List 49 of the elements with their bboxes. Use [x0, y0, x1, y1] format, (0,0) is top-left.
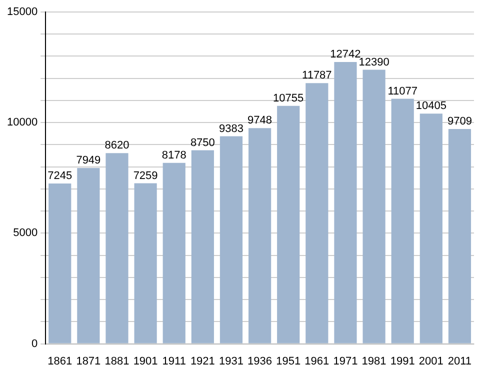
bar	[248, 128, 272, 344]
y-tick-label: 10000	[6, 116, 38, 129]
x-tick-label: 1961	[304, 355, 330, 368]
data-label: 11787	[302, 70, 332, 82]
bar	[191, 150, 214, 344]
x-tick-label: 1951	[276, 355, 301, 368]
y-tick-label: 5000	[13, 227, 38, 240]
x-tick-label: 1931	[218, 355, 244, 368]
x-tick-label: 2011	[448, 355, 472, 368]
bar	[334, 62, 357, 344]
data-label: 12742	[330, 48, 361, 60]
data-label: 9383	[218, 122, 244, 135]
x-tick-label: 1936	[248, 355, 272, 368]
y-tick-label: 0	[31, 338, 38, 350]
x-tick-label: 1881	[104, 355, 130, 368]
bar	[77, 168, 100, 344]
bar	[362, 70, 386, 344]
y-tick-label: 15000	[6, 6, 38, 18]
bar	[48, 184, 72, 344]
x-tick-label: 1901	[133, 355, 158, 368]
data-label: 7245	[48, 170, 72, 182]
data-label: 10755	[273, 92, 304, 104]
x-tick-label: 1971	[333, 355, 358, 368]
data-label: 7949	[76, 154, 101, 166]
x-tick-label: 1991	[390, 355, 415, 368]
bar	[220, 136, 243, 344]
x-tick-label: 1981	[362, 355, 386, 368]
data-label: 10405	[416, 100, 446, 112]
bar	[134, 183, 157, 344]
data-label: 9748	[248, 114, 272, 127]
bar	[448, 129, 472, 344]
x-tick-label: 1871	[76, 355, 101, 368]
bar	[162, 162, 186, 344]
data-label: 12390	[358, 56, 390, 68]
bar	[391, 98, 414, 344]
data-label: 8178	[162, 149, 186, 162]
x-tick-label: 1911	[162, 355, 186, 368]
x-tick-label: 1861	[48, 355, 72, 368]
bar	[306, 83, 328, 344]
data-label: 9709	[447, 116, 472, 128]
data-label: 8750	[190, 136, 215, 149]
data-label: 8620	[104, 140, 130, 152]
x-tick-label: 2001	[418, 355, 444, 368]
bar	[420, 114, 442, 344]
bar	[277, 106, 300, 344]
data-label: 7259	[133, 170, 158, 182]
bar	[106, 153, 128, 344]
data-label: 11077	[388, 85, 418, 98]
x-tick-label: 1921	[190, 355, 215, 368]
